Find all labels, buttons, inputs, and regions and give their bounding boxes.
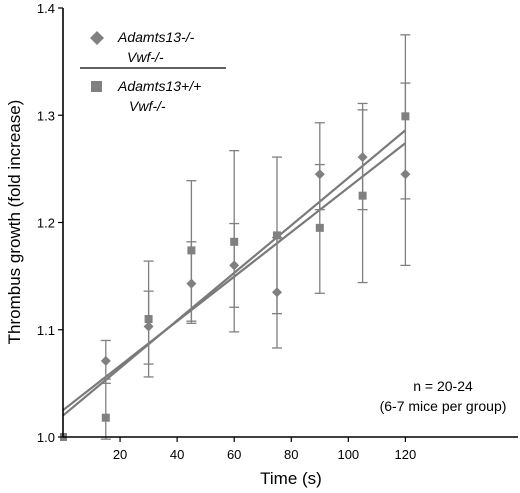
legend-series1-line1: Adamts13-/-: [117, 29, 195, 45]
axis-ticks: 20 40 60 80 100 120 1.0 1.1 1.2 1.3 1.4: [37, 1, 416, 462]
group-size-annotation: (6-7 mice per group): [380, 398, 507, 414]
y-tick-label: 1.0: [37, 430, 55, 445]
y-tick-label: 1.1: [37, 323, 55, 338]
data-point-square: [230, 237, 239, 246]
data-point-square: [144, 315, 153, 324]
y-tick-label: 1.2: [37, 216, 55, 231]
x-tick-label: 20: [113, 447, 127, 462]
y-axis-title: Thrombus growth (fold increase): [5, 100, 24, 345]
legend-square-marker: [91, 81, 102, 92]
data-point-diamond: [272, 287, 282, 298]
data-point-diamond: [357, 152, 368, 163]
y-tick-label: 1.4: [37, 1, 55, 16]
data-point-diamond: [229, 260, 240, 271]
legend-series2-line2: Vwf-/-: [129, 98, 166, 114]
x-tick-label: 40: [170, 447, 184, 462]
legend-series2-line1: Adamts13+/+: [117, 78, 201, 94]
data-point-square: [315, 223, 324, 232]
x-tick-label: 60: [227, 447, 241, 462]
legend-series1-line2: Vwf-/-: [127, 49, 164, 65]
x-tick-label: 80: [284, 447, 298, 462]
data-point-square: [101, 413, 110, 422]
data-point-square: [273, 231, 281, 240]
legend: Adamts13-/- Vwf-/- Adamts13+/+ Vwf-/-: [80, 29, 226, 114]
sample-size-annotation: n = 20-24: [413, 378, 473, 394]
x-axis-title: Time (s): [260, 469, 322, 488]
data-point-square: [401, 112, 410, 121]
data-point-diamond: [314, 169, 325, 180]
data-point-diamond: [186, 278, 197, 289]
data-point-diamond: [400, 169, 411, 180]
x-tick-label: 120: [395, 447, 417, 462]
data-point-square: [358, 191, 367, 200]
data-point-diamond: [100, 355, 111, 366]
legend-diamond-marker: [90, 31, 104, 45]
plot-area: [60, 34, 411, 441]
y-tick-label: 1.3: [37, 108, 55, 123]
x-tick-label: 100: [337, 447, 359, 462]
data-point-diamond: [143, 321, 154, 332]
data-point-square: [187, 246, 196, 255]
